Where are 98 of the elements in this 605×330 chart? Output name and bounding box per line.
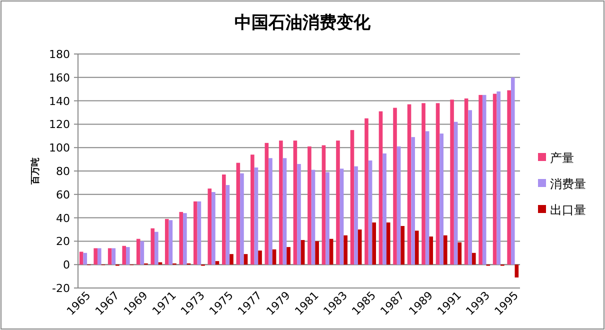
bar: [244, 254, 248, 265]
bar: [183, 213, 187, 265]
bar: [126, 247, 130, 265]
bar: [340, 168, 344, 265]
bar: [164, 218, 169, 265]
legend-label: 出口量: [550, 203, 586, 217]
bar: [429, 236, 434, 265]
bar: [168, 220, 173, 265]
bar: [450, 100, 454, 265]
bar: [414, 230, 419, 265]
y-axis-title: 百万吨: [30, 158, 41, 186]
y-tick-label: 80: [56, 165, 70, 178]
bar: [411, 137, 415, 265]
bar: [329, 238, 334, 265]
bar: [407, 104, 412, 265]
y-tick-label: -20: [52, 282, 70, 295]
bar: [254, 167, 258, 265]
bar: [482, 94, 486, 265]
bar: [297, 164, 301, 265]
bar: [150, 228, 155, 265]
bar: [458, 242, 462, 265]
bar: [208, 188, 212, 265]
bar: [264, 142, 269, 265]
bar: [378, 111, 383, 265]
bar: [440, 134, 444, 265]
bar: [478, 94, 482, 265]
bar: [396, 146, 401, 265]
legend-label: 产量: [550, 151, 574, 165]
legend-label: 消费量: [550, 177, 586, 191]
bar: [212, 192, 216, 265]
bar: [368, 160, 372, 265]
y-tick-label: 100: [49, 142, 70, 155]
bar: [443, 235, 448, 265]
bar: [496, 91, 501, 265]
bar: [472, 252, 476, 265]
y-tick-label: 160: [49, 71, 70, 84]
bar: [97, 248, 102, 265]
bar: [154, 232, 158, 265]
bar: [236, 162, 240, 265]
bar: [193, 201, 198, 265]
bar: [94, 248, 98, 265]
bar: [468, 110, 472, 265]
y-tick-label: 60: [56, 188, 70, 202]
bar: [230, 254, 234, 265]
bar: [510, 77, 515, 265]
bar: [108, 248, 112, 265]
bar: [386, 222, 390, 265]
y-tick-label: 140: [49, 94, 70, 108]
bar: [393, 108, 397, 265]
bar: [358, 230, 362, 265]
bar: [422, 103, 426, 265]
chart-title: 中国石油消费变化: [234, 13, 372, 33]
bar: [197, 201, 202, 265]
bar: [436, 103, 440, 265]
bar: [222, 174, 226, 265]
bar: [336, 140, 340, 265]
bar: [282, 158, 287, 265]
bar: [507, 90, 511, 265]
y-tick-label: 120: [49, 118, 70, 132]
bar: [514, 264, 519, 278]
bar: [179, 212, 184, 265]
bar: [364, 118, 368, 265]
bar: [382, 153, 386, 265]
y-tick-label: 180: [49, 48, 70, 61]
bar: [279, 140, 283, 265]
bar: [326, 172, 330, 265]
bar: [258, 250, 262, 265]
bar: [400, 226, 405, 265]
bar: [311, 170, 316, 265]
bar: [293, 140, 298, 265]
bar: [300, 240, 305, 265]
y-tick-label: 20: [56, 235, 70, 248]
bar: [250, 154, 254, 265]
bar: [354, 166, 358, 265]
bar: [240, 173, 244, 265]
bar: [226, 185, 230, 265]
bar: [308, 146, 312, 265]
bar: [322, 145, 326, 265]
bar: [79, 252, 84, 265]
bar: [492, 94, 497, 265]
bar: [425, 131, 430, 265]
bar: [83, 252, 88, 265]
bar: [136, 238, 140, 265]
bar: [272, 249, 276, 265]
bar: [286, 247, 290, 265]
bar: [344, 235, 348, 265]
bar: [350, 130, 354, 265]
bar: [140, 241, 144, 265]
bar: [112, 248, 116, 265]
y-tick-label: 40: [56, 212, 70, 225]
bar: [122, 246, 126, 265]
bar: [464, 98, 468, 265]
bar: [268, 158, 272, 265]
bar: [454, 122, 458, 265]
bar: [215, 261, 220, 265]
bar: [315, 241, 319, 265]
y-tick-label: 0: [63, 258, 70, 272]
bar: [372, 222, 376, 265]
